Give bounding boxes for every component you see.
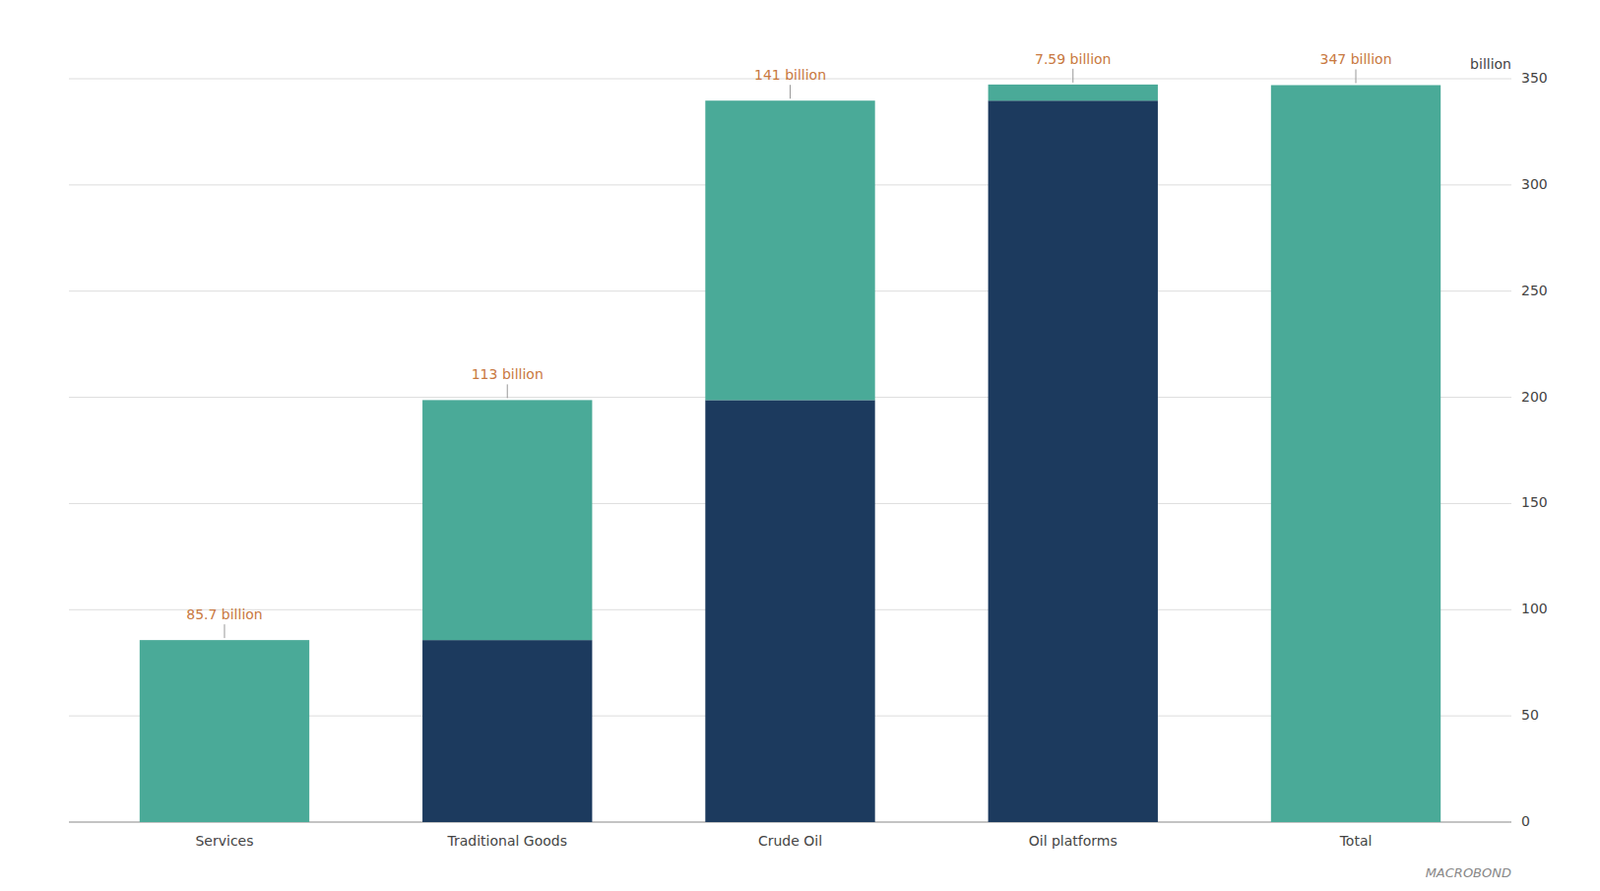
x-tick-label: Oil platforms bbox=[1028, 832, 1118, 849]
labels: 85.7 billion 113 billion 141 billion 7.59 b… bbox=[186, 51, 1392, 639]
base-bar bbox=[704, 399, 875, 823]
y-axis: 0 50 100 150 200 250 300 350 bbox=[1521, 69, 1548, 830]
watermark: MACROBOND bbox=[1425, 865, 1512, 881]
bar bbox=[422, 399, 592, 640]
x-tick-label: Crude Oil bbox=[758, 832, 823, 849]
y-tick-label: 250 bbox=[1521, 282, 1548, 299]
chart-svg: 0 50 100 150 200 250 300 350 85.7 billion 113 bil… bbox=[0, 0, 1600, 891]
leader-line bbox=[507, 384, 509, 398]
leader-line bbox=[1355, 68, 1357, 83]
y-tick-label: 300 bbox=[1521, 176, 1548, 192]
data-label: 113 billion bbox=[471, 366, 544, 383]
y-tick-label: 150 bbox=[1521, 494, 1548, 511]
y-tick-label: 0 bbox=[1521, 813, 1531, 830]
base-bar bbox=[422, 640, 592, 823]
bars bbox=[139, 84, 1441, 823]
data-label: 141 billion bbox=[754, 66, 827, 83]
x-tick-label: Total bbox=[1339, 832, 1373, 849]
x-tick-label: Traditional Goods bbox=[446, 832, 568, 849]
bar bbox=[988, 84, 1158, 101]
y-tick-label: 50 bbox=[1521, 706, 1539, 723]
x-tick-label: Services bbox=[194, 832, 254, 849]
y-tick-label: 200 bbox=[1521, 388, 1548, 405]
data-label: 347 billion bbox=[1319, 51, 1392, 67]
y-tick-label: 350 bbox=[1521, 69, 1548, 86]
leader-line bbox=[1072, 68, 1074, 83]
y-tick-label: 100 bbox=[1521, 600, 1548, 617]
bar bbox=[1271, 84, 1441, 823]
chart-container: 0 50 100 150 200 250 300 350 85.7 billion 113 bil… bbox=[0, 0, 1600, 891]
bar bbox=[704, 100, 875, 400]
leader-line bbox=[789, 84, 791, 99]
base-bar bbox=[988, 100, 1158, 823]
y-axis-label: billion bbox=[1470, 56, 1512, 72]
data-label: 7.59 billion bbox=[1034, 51, 1112, 67]
grid bbox=[68, 78, 1512, 823]
leader-line bbox=[223, 624, 225, 639]
data-label: 85.7 billion bbox=[186, 606, 263, 623]
bar bbox=[139, 640, 310, 823]
